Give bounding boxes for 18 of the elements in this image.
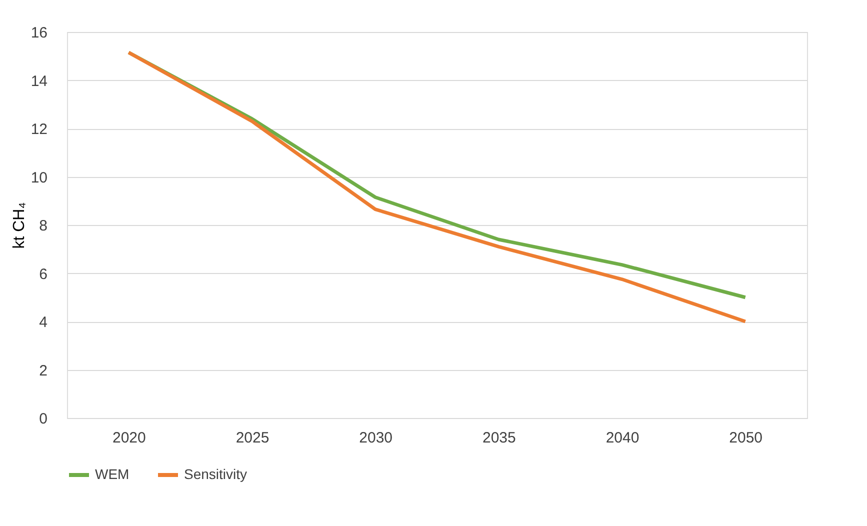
legend-label: Sensitivity [184, 466, 248, 482]
y-tick-label: 2 [39, 362, 48, 380]
y-tick-label: 4 [39, 314, 48, 331]
x-tick-label: 2025 [236, 430, 270, 446]
y-tick-label: 10 [30, 169, 48, 186]
x-tick-label: 2040 [606, 430, 640, 446]
y-axis-title: kt CH₄ [10, 202, 28, 249]
y-tick-label: 8 [39, 218, 48, 234]
x-tick-label: 2050 [729, 430, 763, 446]
y-tick-label: 12 [30, 121, 48, 138]
y-tick-label: 6 [39, 266, 48, 283]
x-tick-label: 2030 [359, 430, 393, 446]
y-tick-label: 14 [30, 72, 48, 90]
legend-label: WEM [95, 466, 130, 482]
y-tick-label: 16 [30, 24, 48, 42]
x-tick-label: 2035 [482, 430, 516, 446]
y-tick-label: 0 [39, 410, 48, 428]
x-tick-label: 2020 [112, 430, 146, 446]
